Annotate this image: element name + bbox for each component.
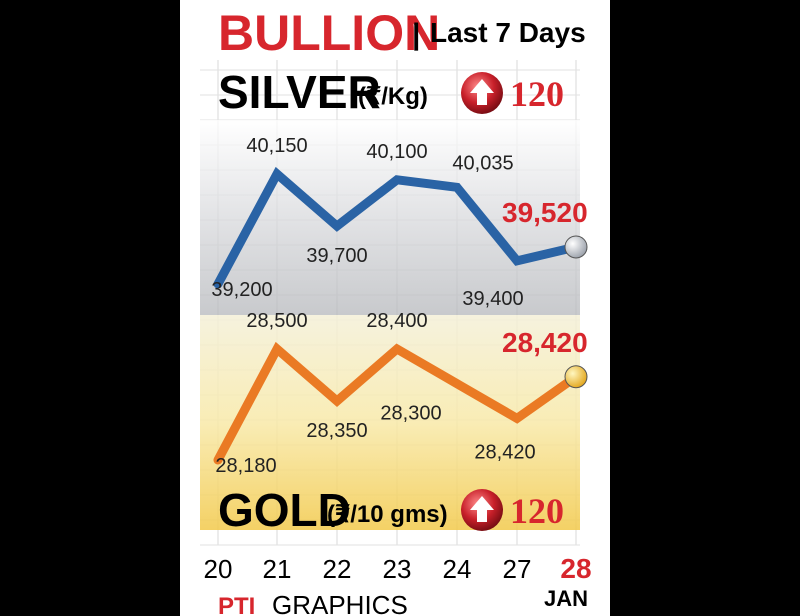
data-label: 39,200 [211,279,272,301]
silver-up-arrow-icon [461,72,503,114]
gold-change: 120 [510,491,564,531]
data-label: 28,500 [246,310,307,332]
gold-title: GOLD [218,484,351,536]
series-end-point [564,235,588,259]
gold-latest-label: 28,420 [502,327,588,358]
month-label: JAN [544,586,588,611]
silver-latest-label: 39,520 [502,197,588,228]
data-label: 39,700 [306,245,367,267]
gold-unit: (₹/10 gms) [327,501,448,528]
title-separator: | [412,18,420,51]
chart-title: BULLION [218,5,440,61]
data-label: 40,035 [452,152,513,174]
credit-text: GRAPHICS [272,590,408,616]
silver-series: 39,200 40,150 39,700 40,100 40,035 39,400 [211,135,588,310]
x-tick-label: 21 [263,554,292,584]
x-tick-label: 20 [204,554,233,584]
series-end-point [564,365,588,389]
silver-change: 120 [510,74,564,114]
gold-up-arrow-icon [461,489,503,531]
x-tick-label: 28 [560,553,591,584]
data-label: 28,400 [366,310,427,332]
x-tick-label: 24 [443,554,472,584]
silver-unit: (₹/Kg) [358,83,428,110]
silver-title: SILVER [218,66,381,118]
series-line [213,166,581,289]
x-tick-label: 23 [383,554,412,584]
data-label: 28,180 [215,455,276,477]
data-label: 28,300 [380,403,441,425]
data-label: 40,100 [366,141,427,163]
x-tick-label: 27 [503,554,532,584]
data-label: 40,150 [246,135,307,157]
series-line [213,341,581,465]
data-label: 28,420 [474,441,535,463]
chart-panel: BULLION | Last 7 Days SILVER (₹/Kg) 120 … [180,0,610,616]
gold-series: 28,180 28,500 28,350 28,400 28,300 28,420 [213,310,588,477]
credit-logo: PTI [218,593,255,616]
x-axis: 20 21 22 23 24 27 28 [204,553,592,584]
silver-panel-bg [200,120,580,315]
chart-subtitle: Last 7 Days [430,17,586,48]
x-tick-label: 22 [323,554,352,584]
data-label: 28,350 [306,420,367,442]
data-label: 39,400 [462,288,523,310]
bullion-chart: BULLION | Last 7 Days SILVER (₹/Kg) 120 … [200,5,592,616]
